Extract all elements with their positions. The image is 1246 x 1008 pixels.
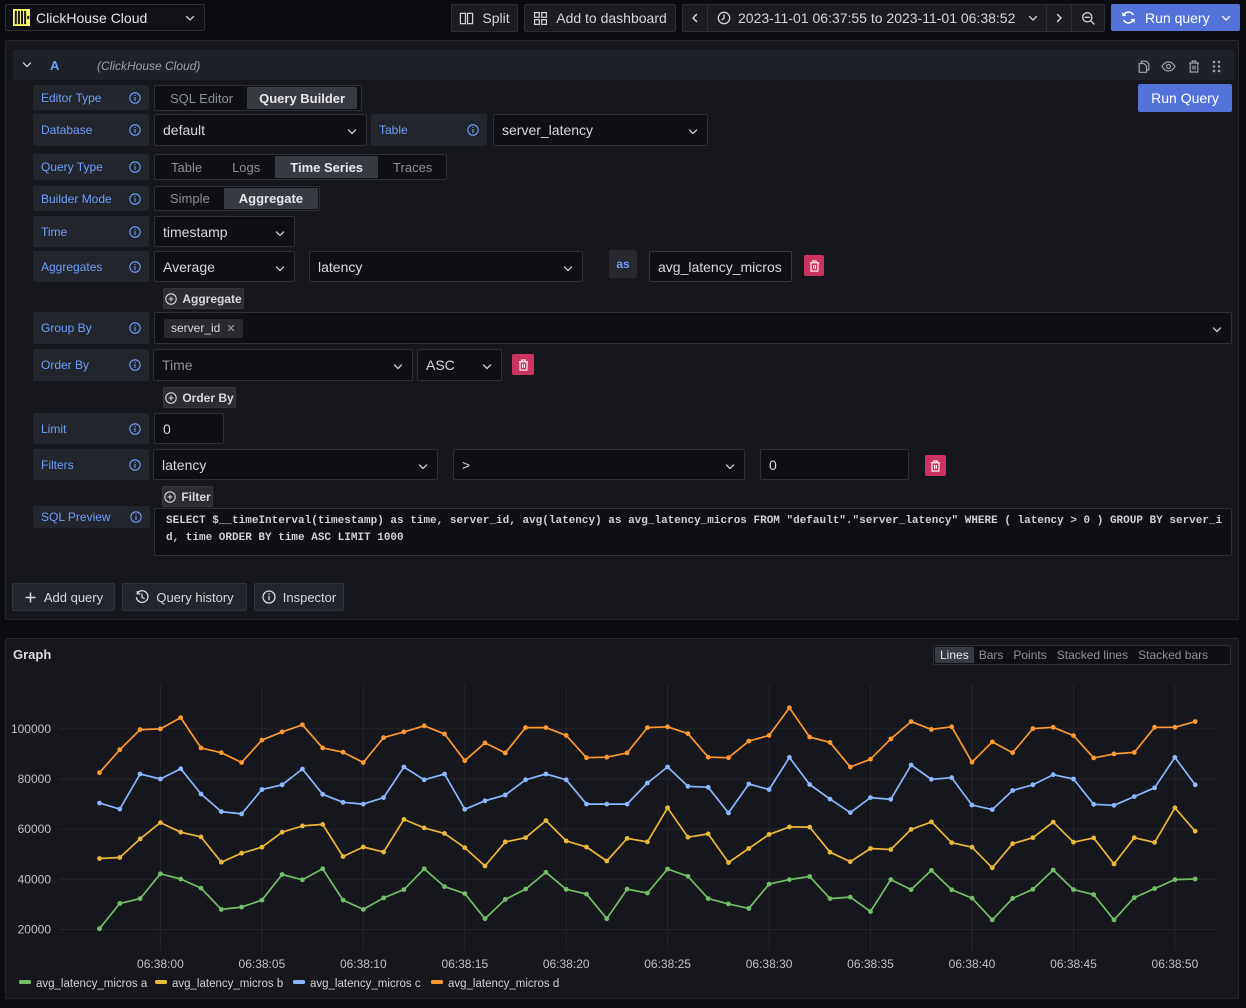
- svg-text:06:38:10: 06:38:10: [340, 957, 387, 971]
- svg-text:06:38:20: 06:38:20: [543, 957, 590, 971]
- svg-text:avg_latency_micros d: avg_latency_micros d: [448, 978, 559, 990]
- svg-text:80000: 80000: [18, 772, 52, 786]
- svg-text:100000: 100000: [11, 722, 51, 736]
- svg-text:06:38:35: 06:38:35: [847, 957, 894, 971]
- svg-text:06:38:45: 06:38:45: [1050, 957, 1097, 971]
- svg-text:06:38:25: 06:38:25: [644, 957, 691, 971]
- svg-text:06:38:40: 06:38:40: [949, 957, 996, 971]
- svg-text:20000: 20000: [18, 923, 52, 937]
- svg-text:06:38:30: 06:38:30: [746, 957, 793, 971]
- svg-text:06:38:50: 06:38:50: [1152, 957, 1199, 971]
- svg-text:40000: 40000: [18, 872, 52, 886]
- svg-text:avg_latency_micros c: avg_latency_micros c: [310, 978, 421, 990]
- svg-text:60000: 60000: [18, 822, 52, 836]
- svg-text:avg_latency_micros b: avg_latency_micros b: [172, 978, 283, 990]
- svg-text:06:38:05: 06:38:05: [239, 957, 286, 971]
- svg-text:06:38:15: 06:38:15: [441, 957, 488, 971]
- svg-text:06:38:00: 06:38:00: [137, 957, 184, 971]
- svg-text:avg_latency_micros a: avg_latency_micros a: [36, 978, 148, 990]
